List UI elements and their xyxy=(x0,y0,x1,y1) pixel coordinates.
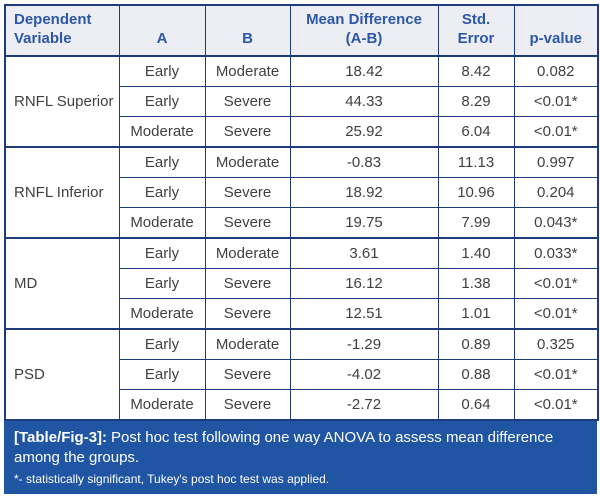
cell-std-error: 1.38 xyxy=(437,268,515,299)
header-dependent-variable: Dependent Variable xyxy=(4,4,120,57)
cell-mean-diff: 44.33 xyxy=(289,86,439,117)
cell-mean-diff: -4.02 xyxy=(289,359,439,390)
cell-mean-diff: 18.92 xyxy=(289,177,439,208)
header-row: Dependent Variable A B Mean Difference (… xyxy=(4,4,599,57)
cell-b: Moderate xyxy=(204,55,291,87)
cell-mean-diff: -1.29 xyxy=(289,328,439,360)
cell-mean-diff: 16.12 xyxy=(289,268,439,299)
cell-std-error: 10.96 xyxy=(437,177,515,208)
cell-a: Early xyxy=(118,268,206,299)
cell-a: Early xyxy=(118,177,206,208)
cell-mean-diff: 3.61 xyxy=(289,237,439,269)
table-row: RNFL Inferior Early Moderate -0.83 11.13… xyxy=(4,146,599,239)
cell-mean-diff: -2.72 xyxy=(289,389,439,421)
header-p-value: p-value xyxy=(513,4,599,57)
group-rnfl-inferior: RNFL Inferior Early Moderate -0.83 11.13… xyxy=(4,146,599,239)
variable-cell: RNFL Inferior xyxy=(4,146,120,239)
table-row: Early Severe 18.92 10.96 0.204 xyxy=(5,177,599,208)
cell-b: Moderate xyxy=(204,237,291,269)
group-psd: PSD Early Moderate -1.29 0.89 0.325 Earl… xyxy=(4,328,599,421)
cell-a: Early xyxy=(118,86,206,117)
caption-label: [Table/Fig-3]: xyxy=(14,429,108,446)
table-row: Early Severe 16.12 1.38 <0.01* xyxy=(5,268,599,299)
cell-mean-diff: -0.83 xyxy=(289,146,439,178)
cell-b: Severe xyxy=(204,359,291,390)
table-row: MD Early Moderate 3.61 1.40 0.033* xyxy=(4,237,599,330)
cell-p-value: 0.325 xyxy=(513,328,599,360)
cell-p-value: 0.043* xyxy=(513,207,599,239)
cell-p-value: <0.01* xyxy=(513,389,599,421)
cell-p-value: 0.997 xyxy=(513,146,599,178)
cell-a: Early xyxy=(118,328,206,360)
caption-bar: [Table/Fig-3]: Post hoc test following on… xyxy=(4,421,597,494)
cell-b: Severe xyxy=(204,389,291,421)
cell-a: Moderate xyxy=(118,116,206,148)
group-rnfl-superior: RNFL Superior Early Moderate 18.42 8.42 … xyxy=(4,55,599,148)
table-row: RNFL Superior Early Moderate 18.42 8.42 … xyxy=(4,55,599,148)
cell-b: Moderate xyxy=(204,328,291,360)
cell-std-error: 0.64 xyxy=(437,389,515,421)
cell-mean-diff: 12.51 xyxy=(289,298,439,330)
cell-std-error: 6.04 xyxy=(437,116,515,148)
caption-note: *- statistically significant, Tukey's po… xyxy=(14,472,330,486)
cell-a: Early xyxy=(118,359,206,390)
variable-cell: RNFL Superior xyxy=(4,55,120,148)
table-row: PSD Early Moderate -1.29 0.89 0.325 xyxy=(4,328,599,421)
cell-b: Severe xyxy=(204,268,291,299)
cell-mean-diff: 18.42 xyxy=(289,55,439,87)
table-row: Moderate Severe 12.51 1.01 <0.01* xyxy=(5,298,599,330)
header-std-error: Std. Error xyxy=(437,4,515,57)
table-row: Moderate Severe 19.75 7.99 0.043* xyxy=(5,207,599,239)
table-row: Moderate Severe 25.92 6.04 <0.01* xyxy=(5,116,599,148)
cell-a: Moderate xyxy=(118,389,206,421)
cell-mean-diff: 19.75 xyxy=(289,207,439,239)
cell-std-error: 11.13 xyxy=(437,146,515,178)
cell-mean-diff: 25.92 xyxy=(289,116,439,148)
cell-b: Severe xyxy=(204,207,291,239)
cell-b: Moderate xyxy=(204,146,291,178)
header-a: A xyxy=(118,4,206,57)
cell-std-error: 8.42 xyxy=(437,55,515,87)
cell-std-error: 7.99 xyxy=(437,207,515,239)
cell-std-error: 0.89 xyxy=(437,328,515,360)
cell-p-value: 0.082 xyxy=(513,55,599,87)
cell-a: Early xyxy=(118,237,206,269)
table-row: Moderate Severe -2.72 0.64 <0.01* xyxy=(5,389,599,421)
cell-b: Severe xyxy=(204,116,291,148)
cell-std-error: 1.01 xyxy=(437,298,515,330)
cell-p-value: 0.204 xyxy=(513,177,599,208)
cell-a: Moderate xyxy=(118,207,206,239)
cell-a: Early xyxy=(118,55,206,87)
header-mean-difference: Mean Difference (A-B) xyxy=(289,4,439,57)
cell-p-value: <0.01* xyxy=(513,298,599,330)
group-md: MD Early Moderate 3.61 1.40 0.033* Early… xyxy=(4,237,599,330)
variable-cell: MD xyxy=(4,237,120,330)
caption-body: Post hoc test following one way ANOVA to… xyxy=(14,429,554,466)
cell-p-value: <0.01* xyxy=(513,86,599,117)
cell-p-value: <0.01* xyxy=(513,268,599,299)
table-row: Early Severe -4.02 0.88 <0.01* xyxy=(5,359,599,390)
cell-a: Early xyxy=(118,146,206,178)
table-row: Early Severe 44.33 8.29 <0.01* xyxy=(5,86,599,117)
cell-b: Severe xyxy=(204,177,291,208)
cell-b: Severe xyxy=(204,298,291,330)
cell-std-error: 8.29 xyxy=(437,86,515,117)
cell-a: Moderate xyxy=(118,298,206,330)
cell-p-value: <0.01* xyxy=(513,359,599,390)
cell-p-value: <0.01* xyxy=(513,116,599,148)
cell-b: Severe xyxy=(204,86,291,117)
cell-std-error: 1.40 xyxy=(437,237,515,269)
cell-p-value: 0.033* xyxy=(513,237,599,269)
caption-text: [Table/Fig-3]: Post hoc test following on… xyxy=(14,428,587,468)
header-b: B xyxy=(204,4,291,57)
posthoc-table: Dependent Variable A B Mean Difference (… xyxy=(4,4,599,421)
variable-cell: PSD xyxy=(4,328,120,421)
cell-std-error: 0.88 xyxy=(437,359,515,390)
